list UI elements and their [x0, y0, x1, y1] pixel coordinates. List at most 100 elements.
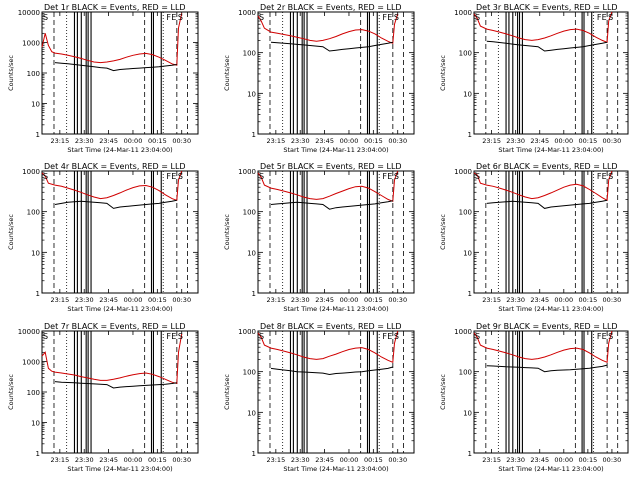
panel-det-9: 1 10 100 1000 23:15 23:30 23:45 00:00 00:15 00:30…: [439, 322, 629, 473]
y-tick-label: 1000: [22, 40, 40, 48]
marker-label: S: [259, 332, 264, 341]
panel-title: Det 2r BLACK = Events, RED = LLD: [260, 3, 402, 12]
plot-frame: [41, 330, 199, 454]
y-tick-label: 100: [27, 209, 40, 217]
x-tick-label: 23:15: [266, 296, 285, 304]
plot-frame: [257, 11, 415, 135]
marker-label: S: [259, 172, 264, 181]
y-tick-label: 1000: [238, 328, 256, 336]
x-axis-label: Start Time (24-Mar-11 23:04:00): [283, 465, 388, 473]
y-tick-label: 100: [27, 70, 40, 78]
series-lld-line: [257, 170, 399, 203]
x-tick-label: 23:15: [50, 137, 69, 145]
y-tick-label: 10: [247, 249, 256, 257]
series-events-line: [270, 41, 393, 52]
x-tick-label: 00:00: [124, 296, 143, 304]
x-tick-label: 23:45: [315, 456, 334, 464]
y-tick-label: 1000: [22, 359, 40, 367]
y-axis-label: Counts/sec: [439, 214, 447, 250]
y-tick-label: 10: [247, 409, 256, 417]
x-tick-label: 23:15: [266, 456, 285, 464]
x-tick-label: 00:30: [388, 456, 407, 464]
y-tick-label: 10: [463, 90, 472, 98]
y-axis-label: Counts/sec: [7, 214, 15, 250]
x-axis-label: Start Time (24-Mar-11 23:04:00): [498, 305, 603, 313]
series-lld-line: [257, 330, 399, 364]
y-tick-label: 100: [243, 369, 256, 377]
x-tick-label: 23:30: [291, 137, 310, 145]
y-tick-label: 1000: [22, 168, 40, 176]
x-tick-label: 00:00: [340, 456, 359, 464]
x-tick-label: 00:30: [603, 137, 622, 145]
plot-frame: [473, 11, 629, 135]
x-tick-label: 23:45: [530, 137, 549, 145]
x-tick-label: 00:00: [340, 296, 359, 304]
marker-label: S: [608, 332, 613, 341]
x-tick-label: 00:15: [578, 456, 597, 464]
marker-label: F: [382, 332, 387, 341]
x-tick-label: 00:30: [172, 137, 191, 145]
marker-label: E: [387, 13, 392, 22]
x-tick-label: 00:30: [603, 296, 622, 304]
panel-title: Det 4r BLACK = Events, RED = LLD: [44, 162, 186, 171]
y-tick-label: 10: [463, 249, 472, 257]
panel-det-6: 1 10 100 1000 23:15 23:30 23:45 00:00 00:15 00:30…: [439, 162, 629, 313]
x-tick-label: 00:30: [172, 456, 191, 464]
marker-label: E: [387, 172, 392, 181]
x-tick-label: 23:15: [50, 296, 69, 304]
marker-label: S: [178, 332, 183, 341]
series-lld-line: [41, 170, 183, 201]
y-tick-label: 1: [36, 290, 40, 298]
panel-det-2: 1 10 100 1000 23:15 23:30 23:45 00:00 00:15 00:30…: [223, 3, 415, 154]
y-tick-label: 1000: [238, 9, 256, 17]
x-tick-label: 23:15: [482, 456, 501, 464]
x-tick-label: 23:15: [50, 456, 69, 464]
y-axis-label: Counts/sec: [223, 214, 231, 250]
series-events-line: [270, 366, 393, 376]
y-tick-label: 100: [243, 50, 256, 58]
x-tick-label: 00:30: [388, 296, 407, 304]
x-tick-label: 00:15: [578, 137, 597, 145]
marker-label: E: [171, 172, 176, 181]
marker-label: E: [387, 332, 392, 341]
x-tick-label: 00:00: [554, 296, 573, 304]
panel-title: Det 8r BLACK = Events, RED = LLD: [260, 322, 402, 331]
marker-label: S: [43, 332, 48, 341]
x-tick-label: 00:00: [124, 137, 143, 145]
series-lld-line: [473, 170, 613, 202]
x-tick-label: 00:30: [388, 137, 407, 145]
marker-label: S: [43, 13, 48, 22]
marker-label: S: [475, 332, 480, 341]
marker-label: F: [382, 13, 387, 22]
x-tick-label: 23:15: [266, 137, 285, 145]
panel-title: Det 9r BLACK = Events, RED = LLD: [476, 322, 618, 331]
series-lld-line: [41, 333, 183, 385]
y-tick-label: 100: [459, 209, 472, 217]
marker-label: S: [178, 172, 183, 181]
y-tick-label: 1: [36, 131, 40, 139]
marker-label: E: [602, 172, 607, 181]
panel-det-5: 1 10 100 1000 23:15 23:30 23:45 00:00 00:15 00:30…: [223, 162, 415, 313]
panel-det-8: 1 10 100 1000 23:15 23:30 23:45 00:00 00:15 00:30…: [223, 322, 415, 473]
marker-label: F: [382, 172, 387, 181]
y-tick-label: 10000: [18, 328, 40, 336]
x-axis-label: Start Time (24-Mar-11 23:04:00): [283, 146, 388, 154]
marker-label: F: [597, 13, 602, 22]
y-tick-label: 1: [252, 450, 256, 458]
marker-label: S: [394, 13, 399, 22]
x-tick-label: 00:30: [603, 456, 622, 464]
panel-title: Det 3r BLACK = Events, RED = LLD: [476, 3, 618, 12]
x-tick-label: 00:00: [124, 456, 143, 464]
y-axis-label: Counts/sec: [7, 55, 15, 91]
x-tick-label: 23:30: [75, 456, 94, 464]
y-axis-label: Counts/sec: [439, 55, 447, 91]
panel-det-3: 1 10 100 1000 23:15 23:30 23:45 00:00 00:15 00:30…: [439, 3, 629, 154]
marker-label: S: [259, 13, 264, 22]
marker-label: F: [166, 172, 171, 181]
x-tick-label: 23:45: [99, 296, 118, 304]
y-tick-label: 10: [463, 409, 472, 417]
y-tick-label: 10000: [18, 9, 40, 17]
x-axis-label: Start Time (24-Mar-11 23:04:00): [498, 146, 603, 154]
plot-frame: [41, 170, 199, 294]
